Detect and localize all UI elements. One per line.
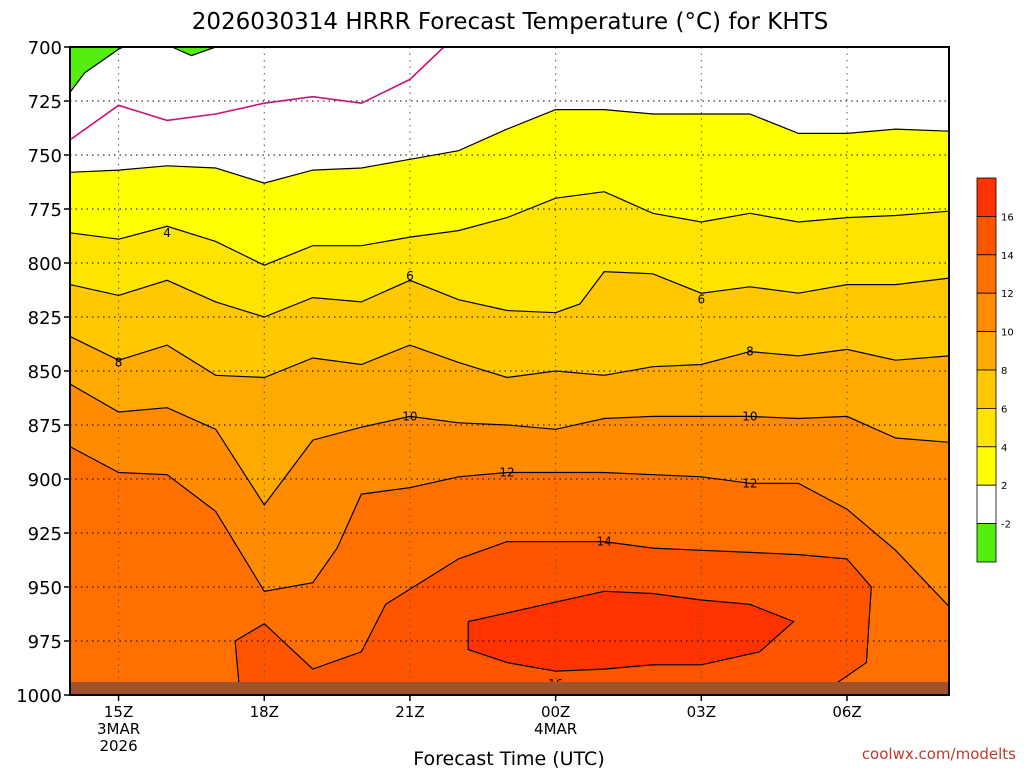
colorbar-band xyxy=(976,484,997,525)
y-tick-label: 725 xyxy=(28,92,62,113)
contour-line xyxy=(234,540,872,696)
band-fill-below-neg2-b xyxy=(172,47,216,56)
contour-line xyxy=(69,46,124,93)
contour-line xyxy=(467,590,795,672)
chart-title: 2026030314 HRRR Forecast Temperature (°C… xyxy=(192,9,829,35)
contour-label: 12 xyxy=(499,466,514,480)
y-tick-label: 775 xyxy=(28,200,62,221)
colorbar-label: 12 xyxy=(1001,289,1014,300)
x-tick-label: 3MAR xyxy=(97,720,140,738)
y-tick-label: 950 xyxy=(28,578,62,599)
y-axis: 700 725 750 775 800 825 850 875 900 925 950 975 1000 xyxy=(16,38,70,707)
band-fill-below-neg2 xyxy=(70,47,124,93)
colorbar-label: 10 xyxy=(1001,328,1014,339)
colorbar-band xyxy=(976,407,997,448)
colorbar-band xyxy=(976,177,997,217)
x-tick-label: 06Z xyxy=(832,703,861,721)
x-tick-label: 00Z xyxy=(541,703,570,721)
contour-label: 10 xyxy=(742,409,757,423)
contour-line xyxy=(69,108,950,184)
contour-line xyxy=(69,270,950,318)
contour-labels-layer: 46688101012121416 xyxy=(115,226,758,691)
y-tick-label: 900 xyxy=(28,470,62,491)
band-fill-neg2-2 xyxy=(70,47,949,184)
colorbar-label: -2 xyxy=(1001,520,1011,531)
grid-layer xyxy=(70,47,949,695)
contour-label: 14 xyxy=(597,535,612,549)
y-tick-label: 700 xyxy=(28,38,62,59)
contour-label: 12 xyxy=(742,476,757,490)
y-tick-label: 1000 xyxy=(16,686,62,707)
colorbar: 16 14 12 10 8 6 4 2 -2 xyxy=(976,177,1014,563)
colorbar-band xyxy=(976,523,997,563)
colorbar-label: 14 xyxy=(1001,251,1014,262)
y-tick-label: 850 xyxy=(28,362,62,383)
colorbar-band xyxy=(976,254,997,294)
y-tick-label: 875 xyxy=(28,416,62,437)
x-tick-label: 18Z xyxy=(250,703,279,721)
y-tick-label: 975 xyxy=(28,632,62,653)
x-tick-label: 2026 xyxy=(99,737,137,755)
colorbar-label: 6 xyxy=(1001,404,1007,415)
x-tick-label: 15Z xyxy=(104,703,133,721)
contour-label: 10 xyxy=(402,409,417,423)
y-tick-label: 800 xyxy=(28,254,62,275)
contour-line xyxy=(69,446,950,607)
y-tick-label: 825 xyxy=(28,308,62,329)
colorbar-band xyxy=(976,446,997,486)
contour-line xyxy=(69,46,445,141)
contour-line xyxy=(69,191,950,266)
colorbar-label: 8 xyxy=(1001,366,1007,377)
colorbar-label: 16 xyxy=(1001,212,1014,223)
x-axis-label: Forecast Time (UTC) xyxy=(413,748,604,768)
contour-line xyxy=(69,383,950,506)
colorbar-label: 4 xyxy=(1001,443,1007,454)
contour-lines-layer xyxy=(69,46,950,696)
credit-text: coolwx.com/modelts xyxy=(862,745,1016,763)
colorbar-band xyxy=(976,292,997,333)
ground-surface-band xyxy=(70,682,949,695)
contour-label: 4 xyxy=(163,226,171,240)
contour-label: 8 xyxy=(115,355,123,369)
x-tick-label: 4MAR xyxy=(534,720,577,738)
contour-line xyxy=(171,46,216,57)
y-tick-label: 750 xyxy=(28,146,62,167)
colorbar-band xyxy=(976,369,997,409)
plot-fill-layer xyxy=(70,47,949,695)
x-tick-label: 03Z xyxy=(687,703,716,721)
contour-label: 6 xyxy=(406,269,414,283)
colorbar-band xyxy=(976,331,997,371)
contour-label: 8 xyxy=(746,345,754,359)
x-tick-label: 21Z xyxy=(395,703,424,721)
colorbar-band xyxy=(976,215,997,256)
colorbar-label: 2 xyxy=(1001,481,1007,492)
band-fill-above-16 xyxy=(468,591,794,672)
contour-line xyxy=(69,335,950,379)
y-tick-label: 925 xyxy=(28,524,62,545)
contour-label: 6 xyxy=(698,293,706,307)
